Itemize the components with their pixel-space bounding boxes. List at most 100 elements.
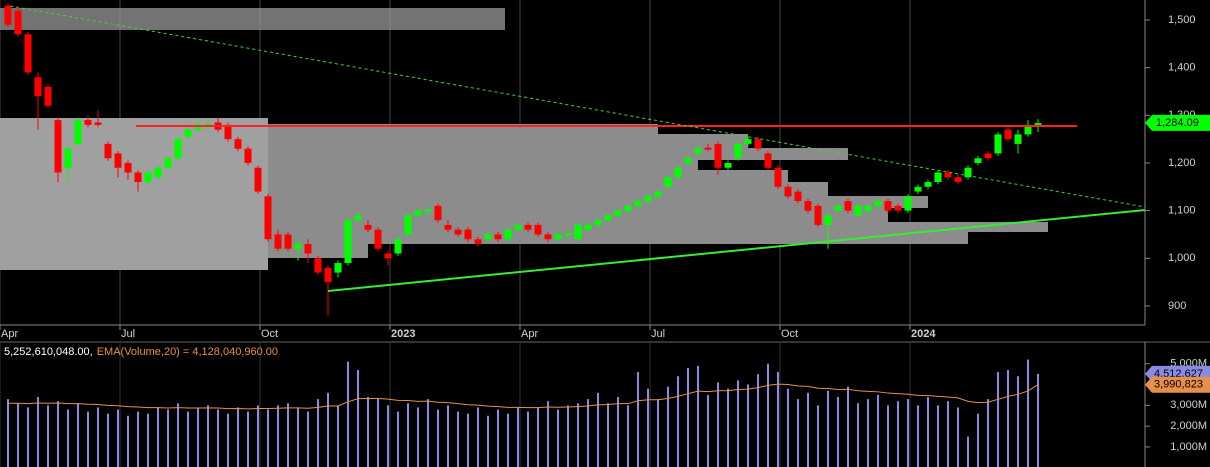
candle-body — [334, 263, 342, 273]
y-tick-label: 900 — [1168, 300, 1186, 312]
candle-body — [174, 139, 182, 159]
candle-body — [444, 224, 452, 230]
candle-body — [534, 224, 542, 235]
profile-bar — [268, 182, 828, 196]
candle-body — [304, 243, 312, 254]
candle-body — [824, 215, 832, 225]
volume-legend: 5,252,610,048.00, EMA(Volume,20) = 4,128,… — [4, 346, 278, 358]
x-tick-label: Apr — [1, 328, 18, 340]
candle-body — [604, 215, 612, 221]
candle-body — [394, 239, 402, 254]
candle-body — [154, 167, 162, 178]
candle-body — [314, 258, 322, 273]
volume-profile — [0, 8, 1048, 270]
candle-body — [124, 162, 132, 173]
profile-bar — [268, 148, 848, 160]
candle-body — [24, 34, 32, 73]
candle-body — [704, 147, 712, 150]
candle-body — [984, 153, 992, 159]
trend-line-dotted — [9, 5, 1146, 208]
candle-body — [284, 234, 292, 249]
candle-body — [474, 239, 482, 244]
candle-body — [924, 182, 932, 187]
last-price-box — [1145, 114, 1210, 131]
candle-body — [1024, 124, 1032, 135]
candle-body — [364, 224, 372, 230]
candle-body — [164, 158, 172, 168]
candle-body — [844, 201, 852, 211]
x-tick-label: 2023 — [391, 328, 415, 340]
candle-body — [4, 5, 12, 25]
candle-body — [954, 177, 962, 183]
candle-body — [594, 220, 602, 225]
x-tick-label: Jul — [121, 328, 135, 340]
candle-body — [834, 205, 842, 211]
candle-body — [264, 196, 272, 240]
candle-body — [884, 201, 892, 211]
candle-body — [584, 224, 592, 230]
candle-body — [854, 205, 862, 216]
candle-body — [964, 167, 972, 178]
candle-body — [434, 205, 442, 221]
last-price-label: 1,284.09 — [1156, 117, 1199, 129]
candle-body — [764, 153, 772, 168]
candle-body — [664, 177, 672, 187]
candle-body — [84, 120, 92, 125]
candle-body — [224, 124, 232, 140]
candle-body — [814, 205, 822, 225]
candle-body — [204, 123, 212, 125]
candle-body — [804, 201, 812, 211]
candles — [4, 3, 1042, 316]
trend-line — [327, 209, 1146, 292]
candle-body — [554, 234, 562, 240]
candle-body — [414, 210, 422, 216]
candle-body — [644, 196, 652, 202]
candle-body — [894, 205, 902, 211]
candle-body — [244, 148, 252, 163]
y-tick-label: 2,000M — [1170, 420, 1207, 432]
y-tick-label: 1,500 — [1168, 14, 1196, 26]
candle-body — [274, 234, 282, 249]
candle-body — [904, 196, 912, 211]
candle-body — [54, 120, 62, 173]
y-tick-label: 3,000M — [1170, 399, 1207, 411]
volume-legend-value: 5,252,610,048.00, — [4, 346, 93, 358]
candle-body — [14, 10, 22, 35]
candle-body — [524, 224, 532, 230]
y-tick-label: 1,400 — [1168, 62, 1196, 74]
candle-body — [504, 229, 512, 240]
x-tick-label: 2024 — [911, 328, 936, 340]
candle-body — [464, 229, 472, 240]
candle-body — [944, 172, 952, 178]
candle-body — [514, 224, 522, 230]
candle-body — [874, 201, 882, 206]
candle-body — [234, 139, 242, 149]
candle-body — [864, 205, 872, 211]
candle-body — [374, 229, 382, 249]
profile-bar — [0, 118, 268, 270]
candle-body — [424, 209, 432, 212]
candle-body — [914, 186, 922, 192]
profile-bar — [268, 196, 928, 208]
profile-bar — [268, 244, 368, 258]
candle-body — [544, 234, 552, 240]
candle-body — [794, 191, 802, 202]
candle-body — [784, 186, 792, 197]
candle-body — [194, 124, 202, 130]
candle-body — [674, 167, 682, 178]
candle-body — [714, 143, 722, 168]
candle-body — [734, 143, 742, 159]
candle-body — [494, 234, 502, 240]
candle-body — [324, 267, 332, 283]
candle-body — [134, 172, 142, 183]
candle-body — [754, 139, 762, 149]
candle-body — [34, 77, 42, 97]
profile-bar — [268, 222, 1048, 232]
candle-body — [614, 210, 622, 216]
candle-body — [184, 129, 192, 137]
candle-body — [64, 148, 72, 168]
ema-legend: EMA(Volume,20) = 4,128,040,960.00 — [97, 346, 278, 358]
candle-body — [974, 158, 982, 163]
y-tick-label: 1,200 — [1168, 157, 1196, 169]
